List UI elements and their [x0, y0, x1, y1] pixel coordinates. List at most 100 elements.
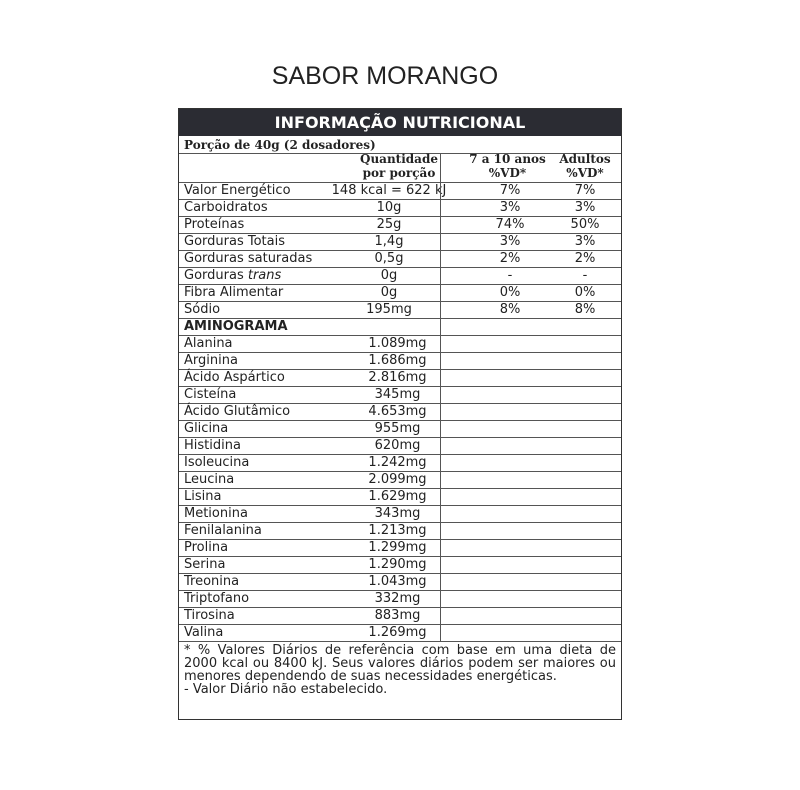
quantity: 0g: [380, 285, 398, 300]
amino-name: Ácido Glutâmico: [184, 404, 291, 419]
amino-quantity: 883mg: [374, 608, 421, 623]
vd-adults: 8%: [574, 302, 596, 317]
rule: [179, 182, 621, 183]
vd-kids: 3%: [499, 200, 521, 215]
rule: [179, 471, 621, 472]
amino-quantity: 1.686mg: [368, 353, 427, 368]
rule: [179, 573, 621, 574]
rule: [179, 420, 621, 421]
amino-quantity: 2.099mg: [368, 472, 427, 487]
amino-name: Lisina: [184, 489, 222, 504]
footnotes: * % Valores Diários de referência com ba…: [184, 644, 616, 696]
vd-kids: 3%: [499, 234, 521, 249]
amino-quantity: 4.653mg: [368, 404, 427, 419]
rule: [179, 590, 621, 591]
amino-name: Treonina: [184, 574, 240, 589]
column-header: Adultos %VD*: [559, 152, 611, 180]
row-name: Gorduras Totais: [184, 234, 285, 249]
amino-name: Leucina: [184, 472, 235, 487]
amino-name: Cisteína: [184, 387, 237, 402]
vd-adults: 0%: [574, 285, 596, 300]
amino-quantity: 1.043mg: [368, 574, 427, 589]
vd-adults: 50%: [570, 217, 600, 232]
amino-quantity: 1.299mg: [368, 540, 427, 555]
amino-name: Tirosina: [184, 608, 235, 623]
vd-kids: 7%: [499, 183, 521, 198]
vd-adults: 2%: [574, 251, 596, 266]
serving: Porção de 40g (2 dosadores): [184, 138, 376, 152]
amino-quantity: 1.242mg: [368, 455, 427, 470]
rule: [179, 522, 621, 523]
rule: [179, 199, 621, 200]
amino-name: Serina: [184, 557, 226, 572]
rule: [179, 352, 621, 353]
amino-quantity: 343mg: [374, 506, 421, 521]
rule: [179, 539, 621, 540]
quantity: 0g: [380, 268, 398, 283]
amino-name: Glicina: [184, 421, 229, 436]
amino-quantity: 955mg: [374, 421, 421, 436]
amino-name: Fenilalanina: [184, 523, 262, 538]
column-header: Quantidade por porção: [360, 152, 438, 180]
amino-quantity: 1.290mg: [368, 557, 427, 572]
amino-quantity: 2.816mg: [368, 370, 427, 385]
amino-quantity: 332mg: [374, 591, 421, 606]
quantity: 25g: [376, 217, 402, 232]
amino-name: Alanina: [184, 336, 233, 351]
row-name: Carboidratos: [184, 200, 268, 215]
vd-kids: 74%: [495, 217, 525, 232]
rule: [179, 488, 621, 489]
rule: [179, 386, 621, 387]
vd-adults: 3%: [574, 200, 596, 215]
rule: [179, 301, 621, 302]
column-rule: [440, 153, 441, 641]
quantity: 10g: [376, 200, 402, 215]
amino-name: Ácido Aspártico: [184, 370, 285, 385]
amino-name: Prolina: [184, 540, 229, 555]
amino-quantity: 1.629mg: [368, 489, 427, 504]
amino-name: Arginina: [184, 353, 238, 368]
title: SABOR MORANGO: [271, 62, 499, 90]
row-name: Sódio: [184, 302, 221, 317]
table-header: INFORMAÇÃO NUTRICIONAL: [179, 109, 621, 136]
rule: [179, 607, 621, 608]
row-name-italic: trans: [247, 268, 282, 283]
rule: [179, 556, 621, 557]
column-header: 7 a 10 anos %VD*: [469, 152, 546, 180]
rule: [179, 250, 621, 251]
amino-title: AMINOGRAMA: [184, 319, 288, 334]
amino-quantity: 1.213mg: [368, 523, 427, 538]
rule: [179, 233, 621, 234]
rule: [179, 369, 621, 370]
amino-quantity: 345mg: [374, 387, 421, 402]
vd-kids: 2%: [499, 251, 521, 266]
rule: [179, 284, 621, 285]
vd-kids: 8%: [499, 302, 521, 317]
rule: [179, 505, 621, 506]
row-name: Proteínas: [184, 217, 245, 232]
rule: [179, 335, 621, 336]
amino-name: Isoleucina: [184, 455, 250, 470]
amino-name: Histidina: [184, 438, 241, 453]
rule: [179, 454, 621, 455]
vd-adults: 3%: [574, 234, 596, 249]
amino-quantity: 1.269mg: [368, 625, 427, 640]
amino-quantity: 1.089mg: [368, 336, 427, 351]
amino-name: Valina: [184, 625, 224, 640]
rule: [179, 437, 621, 438]
quantity: 195mg: [366, 302, 412, 317]
rule: [179, 403, 621, 404]
amino-name: Metionina: [184, 506, 248, 521]
rule: [179, 267, 621, 268]
quantity: 1,4g: [374, 234, 404, 249]
rule: [179, 153, 621, 154]
table-frame: [178, 108, 622, 720]
rule: [179, 216, 621, 217]
rule: [179, 318, 621, 319]
row-name: Valor Energético: [184, 183, 291, 198]
rule: [179, 624, 621, 625]
vd-adults: 7%: [574, 183, 596, 198]
quantity: 148 kcal = 622 kJ: [331, 183, 447, 198]
row-name: Gorduras trans: [184, 268, 282, 283]
